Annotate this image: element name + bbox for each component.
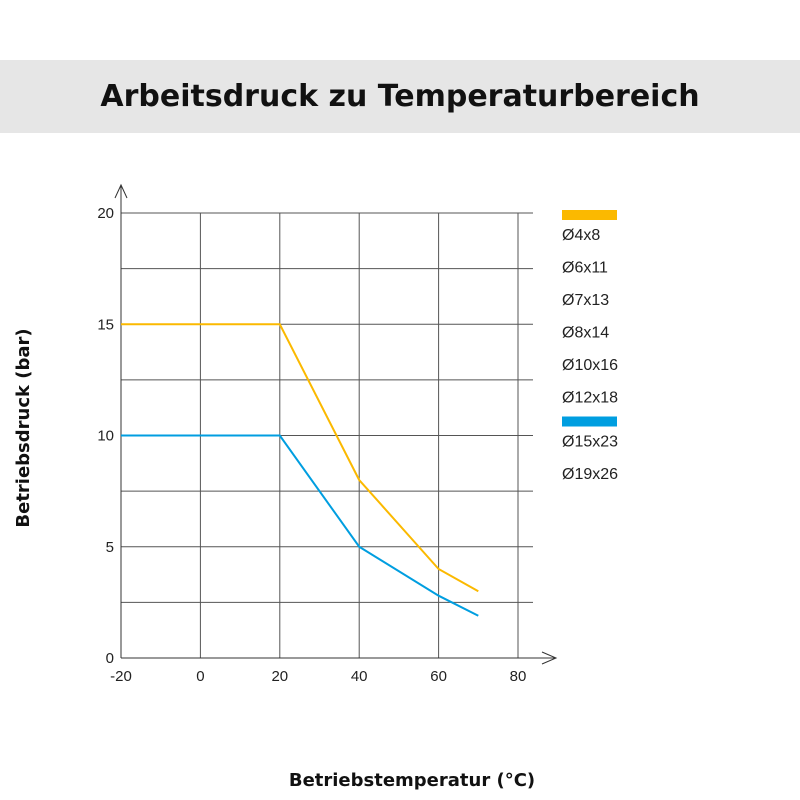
title-bar: Arbeitsdruck zu Temperaturbereich <box>0 60 800 133</box>
legend-label: Ø4x8 <box>562 227 600 244</box>
x-axis-arrow <box>541 651 558 665</box>
y-tick-label: 0 <box>106 650 114 667</box>
legend-label: Ø6x11 <box>562 260 608 277</box>
legend: Ø4x8 Ø6x11 Ø7x13 Ø8x14 Ø10x16 Ø12x18 Ø15x23 Ø19… <box>562 210 618 483</box>
y-tick-label: 20 <box>97 205 114 222</box>
y-axis-arrow <box>114 183 128 199</box>
legend-label: Ø19x26 <box>562 466 618 483</box>
y-axis-title: Betriebsdruck (bar) <box>13 328 34 527</box>
y-tick-label: 15 <box>97 316 114 333</box>
legend-label: Ø7x13 <box>562 292 609 309</box>
series-line-1 <box>121 323 479 593</box>
axes <box>114 183 558 665</box>
y-tick-label: 10 <box>97 428 114 445</box>
legend-label: Ø15x23 <box>562 434 618 451</box>
chart-title: Arbeitsdruck zu Temperaturbereich <box>100 79 700 114</box>
x-tick-label: 0 <box>196 668 204 685</box>
series-lines <box>121 323 479 617</box>
legend-swatch-2 <box>562 416 617 427</box>
x-tick-label: 80 <box>510 668 527 685</box>
legend-label: Ø12x18 <box>562 390 618 407</box>
legend-label: Ø8x14 <box>562 325 609 342</box>
legend-swatch-1 <box>562 210 617 220</box>
x-tick-label: 60 <box>430 668 447 685</box>
x-tick-label: -20 <box>110 668 132 685</box>
x-tick-label: 40 <box>351 668 368 685</box>
x-tick-label: 20 <box>271 668 288 685</box>
series-line-2 <box>121 434 479 617</box>
legend-label: Ø10x16 <box>562 357 618 374</box>
x-axis-title: Betriebstemperatur (°C) <box>289 770 535 791</box>
y-tick-label: 5 <box>106 539 114 556</box>
